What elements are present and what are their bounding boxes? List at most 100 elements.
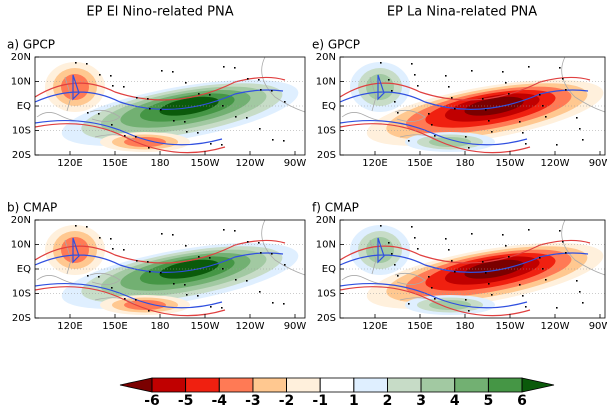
significance-dot xyxy=(135,136,137,138)
significance-dot xyxy=(508,256,510,258)
significance-dot xyxy=(451,97,453,99)
lat-label: 10S xyxy=(12,289,31,300)
contour-red xyxy=(35,76,286,154)
coastline xyxy=(36,219,305,305)
significance-dot xyxy=(135,299,137,301)
lon-label: 180 xyxy=(150,158,169,169)
significance-dot xyxy=(542,105,544,107)
significance-dot xyxy=(380,62,382,64)
colorbar-label: -1 xyxy=(312,393,328,408)
significance-dot xyxy=(394,264,396,266)
panel-label: f) CMAP xyxy=(312,201,359,215)
colorbar-label: 4 xyxy=(450,393,460,408)
significance-dot xyxy=(488,120,490,122)
lat-label: 20N xyxy=(316,215,336,226)
colorbar-extension xyxy=(119,377,153,393)
significance-dot xyxy=(562,78,564,80)
contour-blue xyxy=(340,237,589,309)
lat-label: 10S xyxy=(317,289,336,300)
significance-dot xyxy=(184,121,186,123)
lon-label: 150E xyxy=(407,158,432,169)
significance-dot xyxy=(502,234,504,236)
significance-dot xyxy=(186,294,188,296)
significance-dot xyxy=(519,284,521,286)
significance-dot xyxy=(223,66,225,68)
significance-dot xyxy=(454,271,456,273)
significance-dot xyxy=(525,306,527,308)
lon-label: 150W xyxy=(496,158,525,169)
significance-dot xyxy=(258,79,260,81)
significance-dot xyxy=(111,287,113,289)
significance-dot xyxy=(505,245,507,247)
significance-dot xyxy=(508,93,510,95)
lat-label: 10S xyxy=(12,126,31,137)
significance-dot xyxy=(471,233,473,235)
significance-dot xyxy=(98,113,100,115)
lat-label: EQ xyxy=(17,101,31,112)
significance-dot xyxy=(380,225,382,227)
colorbar-label: -4 xyxy=(211,393,227,408)
significance-dot xyxy=(388,242,390,244)
significance-dot xyxy=(434,298,436,300)
significance-dot xyxy=(417,85,419,87)
significance-dot xyxy=(428,113,430,115)
lon-label: 90W xyxy=(589,158,607,169)
lon-label: 150E xyxy=(102,158,127,169)
significance-dot xyxy=(160,109,162,111)
lat-label: 10N xyxy=(11,240,31,251)
column-title: EP El Nino-related PNA xyxy=(86,5,233,20)
significance-dot xyxy=(260,252,262,254)
colorbar-label: -5 xyxy=(178,393,194,408)
colorbar-segment xyxy=(252,377,287,393)
significance-dot xyxy=(448,86,450,88)
significance-dot xyxy=(539,257,541,259)
significance-dot xyxy=(75,225,77,227)
significance-dot xyxy=(559,67,561,69)
panel-label: b) CMAP xyxy=(7,201,57,215)
significance-dot xyxy=(542,268,544,270)
map-frame xyxy=(339,219,606,319)
significance-dot xyxy=(221,307,223,309)
significance-dot xyxy=(431,124,433,126)
significance-dot xyxy=(411,226,413,228)
significance-dot xyxy=(260,89,262,91)
significance-dot xyxy=(161,233,163,235)
shading xyxy=(464,96,524,116)
colorbar-segment xyxy=(420,377,456,393)
map-panel xyxy=(340,219,605,318)
significance-dot xyxy=(576,280,578,282)
significance-dot xyxy=(519,121,521,123)
significance-dot xyxy=(271,90,273,92)
significance-dot xyxy=(99,237,101,239)
significance-dot xyxy=(522,132,524,134)
coastline xyxy=(36,56,305,142)
significance-dot xyxy=(431,287,433,289)
lon-label: 150E xyxy=(407,321,432,332)
significance-dot xyxy=(111,124,113,126)
significance-dot xyxy=(172,234,174,236)
map-panel xyxy=(35,56,305,155)
lon-label: 180 xyxy=(455,158,474,169)
significance-dot xyxy=(582,139,584,141)
lon-label: 120W xyxy=(236,158,265,169)
column-title: EP La Nina-related PNA xyxy=(387,5,537,20)
lat-label: 20S xyxy=(317,150,336,161)
significance-dot xyxy=(161,70,163,72)
significance-dot xyxy=(284,264,286,266)
coastline xyxy=(341,56,605,142)
significance-dot xyxy=(272,139,274,141)
significance-dot xyxy=(209,94,211,96)
colorbar-segment xyxy=(353,377,388,393)
significance-dot xyxy=(209,257,211,259)
significance-dot xyxy=(562,241,564,243)
colorbar-extension xyxy=(521,377,555,393)
lon-label: 180 xyxy=(455,321,474,332)
significance-dot xyxy=(545,116,547,118)
lat-label: 20N xyxy=(11,215,31,226)
lon-label: 150W xyxy=(191,158,220,169)
significance-dot xyxy=(579,128,581,130)
lon-label: 150W xyxy=(191,321,220,332)
contour-red xyxy=(340,76,591,154)
significance-dot xyxy=(391,253,393,255)
lat-label: EQ xyxy=(17,264,31,275)
